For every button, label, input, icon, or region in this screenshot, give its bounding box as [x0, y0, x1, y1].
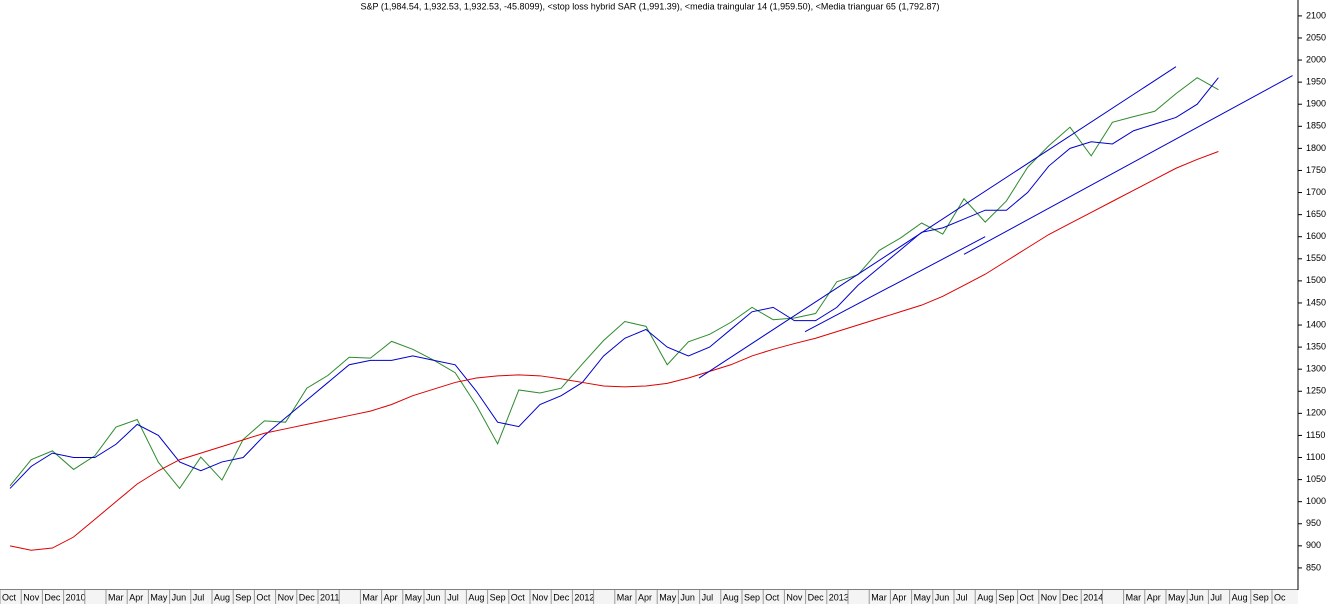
- y-tick-label: 1200: [1306, 408, 1326, 418]
- x-tick-label: Oct: [1020, 592, 1035, 602]
- x-tick-label: Oct: [765, 592, 780, 602]
- x-tick-label: Jun: [935, 592, 950, 602]
- x-tick-label: Mar: [1126, 592, 1142, 602]
- x-tick-label: Sep: [490, 592, 506, 602]
- x-tick-label: Jul: [702, 592, 714, 602]
- x-tick-label: Oct: [256, 592, 271, 602]
- y-tick-label: 1500: [1306, 275, 1326, 285]
- x-tick-label: Apr: [892, 592, 906, 602]
- y-tick-label: 1350: [1306, 341, 1326, 351]
- x-tick-label: Dec: [44, 592, 61, 602]
- x-tick-label: May: [659, 592, 677, 602]
- y-tick-label: 1150: [1306, 430, 1325, 440]
- trendline: [698, 66, 1177, 379]
- x-axis-band: [0, 590, 1298, 604]
- trendline: [804, 236, 986, 333]
- x-tick-label: Mar: [362, 592, 378, 602]
- x-tick-label: Jun: [1189, 592, 1204, 602]
- x-tick-label: Aug: [468, 592, 484, 602]
- y-tick-label: 1650: [1306, 209, 1326, 219]
- x-tick-label: Oc: [1274, 592, 1286, 602]
- x-tick-label: Nov: [786, 592, 803, 602]
- x-tick-label: 2011: [320, 592, 339, 602]
- y-tick-label: 850: [1306, 562, 1321, 572]
- x-tick-label: 2012: [574, 592, 594, 602]
- x-tick-label: Aug: [214, 592, 230, 602]
- x-tick-label: Jul: [956, 592, 968, 602]
- series-line: [9, 77, 1219, 490]
- y-tick-label: 1700: [1306, 187, 1326, 197]
- y-tick-label: 1400: [1306, 319, 1326, 329]
- y-tick-label: 2050: [1306, 32, 1326, 42]
- y-tick-label: 1950: [1306, 77, 1326, 87]
- y-tick-label: 2000: [1306, 54, 1326, 64]
- y-tick-label: 1450: [1306, 297, 1326, 307]
- trendline: [963, 75, 1293, 255]
- series-line: [9, 77, 1219, 489]
- x-tick-label: Jul: [1210, 592, 1222, 602]
- x-tick-label: Apr: [638, 592, 652, 602]
- x-tick-label: May: [914, 592, 932, 602]
- x-tick-label: Dec: [808, 592, 825, 602]
- x-tick-label: May: [405, 592, 423, 602]
- x-tick-label: Oct: [511, 592, 526, 602]
- x-tick-label: Sep: [744, 592, 760, 602]
- y-tick-label: 1550: [1306, 253, 1326, 263]
- x-tick-label: Jun: [172, 592, 187, 602]
- x-tick-label: Mar: [617, 592, 633, 602]
- x-tick-label: Mar: [871, 592, 887, 602]
- x-tick-label: Sep: [1253, 592, 1269, 602]
- x-tick-label: Oct: [2, 592, 17, 602]
- x-tick-label: Nov: [278, 592, 295, 602]
- chart-title: S&P (1,984.54, 1,932.53, 1,932.53, -45.8…: [361, 1, 940, 11]
- series-line: [9, 151, 1219, 551]
- y-tick-label: 1800: [1306, 143, 1326, 153]
- x-tick-label: May: [1168, 592, 1186, 602]
- x-tick-label: Jul: [447, 592, 459, 602]
- x-tick-label: Apr: [384, 592, 398, 602]
- x-tick-label: Aug: [977, 592, 993, 602]
- x-tick-label: Jun: [426, 592, 441, 602]
- y-tick-label: 1900: [1306, 99, 1326, 109]
- x-tick-label: Aug: [723, 592, 739, 602]
- x-tick-label: Nov: [1041, 592, 1058, 602]
- x-tick-label: 2014: [1083, 592, 1103, 602]
- y-tick-label: 1600: [1306, 231, 1326, 241]
- x-tick-label: Jun: [680, 592, 695, 602]
- y-tick-label: 1850: [1306, 121, 1326, 131]
- y-tick-label: 1100: [1306, 452, 1325, 462]
- x-tick-label: Apr: [129, 592, 143, 602]
- y-tick-label: 1000: [1306, 496, 1326, 506]
- y-tick-label: 1050: [1306, 474, 1326, 484]
- x-tick-label: Aug: [1232, 592, 1248, 602]
- x-tick-label: Sep: [998, 592, 1014, 602]
- x-tick-label: Nov: [23, 592, 40, 602]
- y-tick-label: 1750: [1306, 165, 1326, 175]
- x-tick-label: Jul: [193, 592, 205, 602]
- y-tick-label: 1300: [1306, 364, 1326, 374]
- x-tick-label: 2010: [66, 592, 86, 602]
- x-tick-label: Mar: [108, 592, 124, 602]
- y-tick-label: 950: [1306, 518, 1321, 528]
- x-tick-label: Sep: [235, 592, 251, 602]
- x-tick-label: Apr: [1147, 592, 1161, 602]
- y-tick-label: 1250: [1306, 386, 1326, 396]
- x-tick-label: Nov: [532, 592, 549, 602]
- y-tick-label: 900: [1306, 540, 1321, 550]
- x-tick-label: Dec: [299, 592, 316, 602]
- x-tick-label: Dec: [1062, 592, 1079, 602]
- x-tick-label: Dec: [553, 592, 570, 602]
- x-tick-label: May: [150, 592, 168, 602]
- x-tick-label: 2013: [829, 592, 849, 602]
- y-tick-label: 2100: [1306, 10, 1326, 20]
